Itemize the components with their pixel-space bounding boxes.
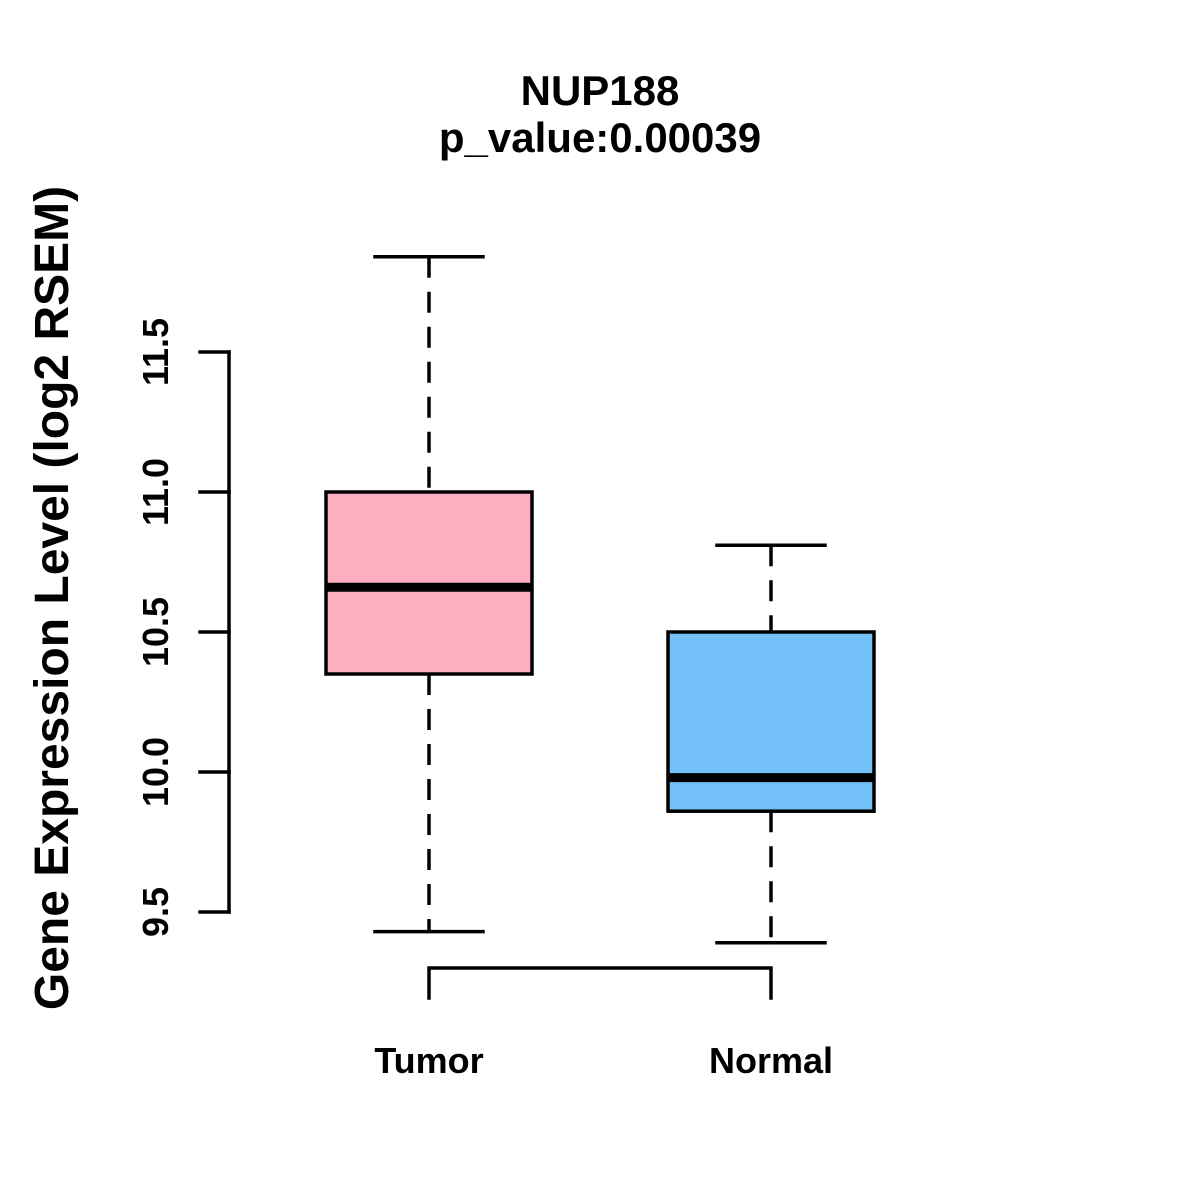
x-label-tumor: Tumor xyxy=(374,1040,483,1081)
iqr-box-normal xyxy=(666,630,876,813)
y-tick-label: 10.5 xyxy=(135,597,176,667)
y-axis-title: Gene Expression Level (log2 RSEM) xyxy=(26,186,79,1010)
comparison-bracket xyxy=(427,966,773,1000)
boxplot-groups xyxy=(324,255,876,945)
boxplot-tumor xyxy=(324,255,534,934)
x-axis-bracket-line xyxy=(427,966,773,1000)
chart-title: NUP188 xyxy=(521,67,680,114)
chart-subtitle: p_value:0.00039 xyxy=(439,114,761,161)
y-tick-label: 11.0 xyxy=(135,458,176,526)
x-axis-labels: Tumor Normal xyxy=(374,1040,833,1081)
y-tick-label: 10.0 xyxy=(135,737,176,807)
y-axis: 9.5 10.0 10.5 11.0 11.5 xyxy=(135,318,231,937)
x-label-normal: Normal xyxy=(709,1040,833,1081)
boxplot-normal xyxy=(666,543,876,945)
y-tick-label: 9.5 xyxy=(135,887,176,937)
y-tick-label: 11.5 xyxy=(135,318,176,386)
